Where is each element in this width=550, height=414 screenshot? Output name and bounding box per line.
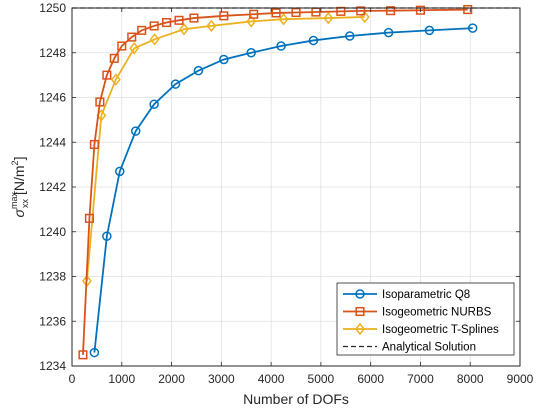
legend-label: Isoparametric Q8 [382,289,470,301]
legend-marker [355,322,365,336]
data-point [102,231,112,241]
series-isogeometric-nurbs [78,5,473,360]
data-point [127,32,137,42]
x-tick-label: 7000 [407,372,434,386]
data-point [345,31,355,41]
ticks: 0 1000 2000 3000 4000 5000 6000 7000 8000 9000 123… [39,1,533,386]
data-point [162,17,172,28]
data-point [219,11,229,21]
legend-label: Isogeometric T-Splines [382,324,499,336]
y-axis-title: σmaxxx[N/m2] [9,157,30,218]
x-tick-label: 3000 [208,372,235,386]
legend-label: Isogeometric NURBS [382,307,492,319]
data-point [117,41,127,51]
legend: Isoparametric Q8 Isogeometric NURBS Isogeo… [336,282,515,356]
x-axis-title: Number of DOFs [243,391,349,407]
data-point [308,35,319,46]
data-point [276,41,286,51]
data-point [78,350,88,360]
data-point [179,23,189,36]
legend-item: Isogeometric NURBS [343,307,492,319]
y-tick-label: 1250 [39,1,66,15]
legend-label: Analytical Solution [382,342,476,354]
y-tick-label: 1240 [39,225,66,239]
data-point [89,347,100,358]
legend-item: Isogeometric T-Splines [343,322,499,336]
y-tick-label: 1236 [39,314,66,328]
data-point [383,27,394,38]
y-tick-label: 1234 [39,359,66,373]
y-tick-label: 1238 [39,270,66,284]
legend-marker [355,289,365,299]
data-point [291,7,301,18]
x-tick-label: 8000 [457,372,484,386]
data-point [219,54,229,65]
series-line [82,8,468,355]
x-tick-label: 1000 [108,372,135,386]
data-point [130,126,141,136]
x-tick-label: 5000 [308,372,335,386]
data-point [174,15,184,25]
data-point [424,25,435,36]
data-point [246,15,257,28]
data-point [137,25,147,35]
data-point [463,5,473,15]
data-point [149,21,159,31]
data-point [246,48,256,58]
data-point [206,19,217,33]
data-point [109,53,119,63]
series-line [93,27,473,353]
legend-item: Isoparametric Q8 [343,289,470,301]
data-point [386,6,396,16]
data-point [102,70,112,80]
data-point [323,11,334,25]
data-point [129,42,140,55]
legend-item: Analytical Solution [343,342,476,354]
data-point [278,12,289,26]
data-point [110,73,121,86]
data-point [189,13,199,23]
data-point [84,213,94,223]
x-tick-label: 0 [69,372,76,386]
y-tick-label: 1242 [39,180,66,194]
y-tick-label: 1248 [39,46,66,60]
data-point [356,6,366,16]
series-isoparametric-q8 [89,23,478,358]
data-point [193,65,204,76]
legend-marker [355,306,365,317]
x-tick-label: 2000 [158,372,185,386]
data-point [95,97,105,107]
data-point [149,33,160,46]
series-isogeometric-t-splines [81,10,370,288]
series-layer [72,5,520,360]
y-tick-label: 1246 [39,91,66,105]
data-point [149,99,159,109]
x-tick-label: 9000 [507,372,534,386]
data-point [249,9,259,19]
data-point [115,166,125,177]
data-point [415,5,425,15]
data-point [467,23,478,33]
x-tick-label: 4000 [258,372,285,386]
data-point [170,79,181,89]
y-tick-label: 1244 [39,135,66,149]
data-point [271,8,281,18]
series-line [86,16,365,282]
x-tick-label: 6000 [357,372,384,386]
data-point [89,139,99,150]
legend-box [336,282,515,356]
